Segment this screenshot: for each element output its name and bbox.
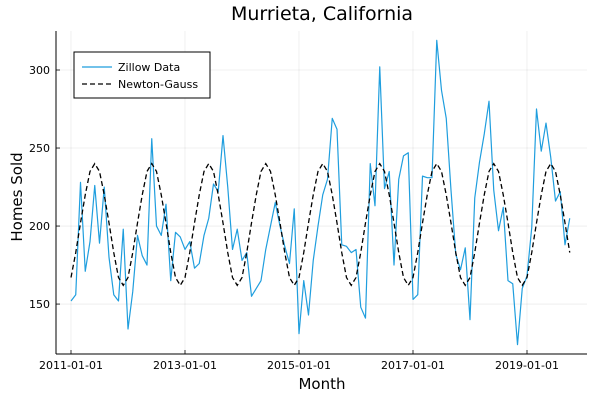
series-lines	[70, 39, 571, 346]
y-tick-label: 250	[29, 142, 50, 155]
y-tick-label: 150	[29, 298, 50, 311]
legend-label-newton: Newton-Gauss	[118, 78, 198, 91]
series-line-newton-gauss	[70, 162, 571, 287]
legend-box	[73, 51, 211, 99]
axes	[55, 31, 587, 355]
x-tick-label: 2017-01-01	[381, 359, 445, 372]
series-line-zillow-data	[70, 39, 571, 346]
y-tick-label: 300	[29, 64, 50, 77]
y-axis-label: Homes Sold	[8, 152, 26, 241]
y-axis-ticks: 150 200 250 300	[29, 64, 60, 311]
y-tick-label: 200	[29, 220, 50, 233]
x-axis-ticks: 2011-01-01 2013-01-01 2015-01-01 2017-01-01…	[39, 350, 559, 372]
legend-label-zillow: Zillow Data	[118, 61, 180, 74]
x-tick-label: 2011-01-01	[39, 359, 103, 372]
chart-title: Murrieta, California	[231, 3, 413, 25]
legend: Zillow Data Newton-Gauss	[73, 51, 211, 99]
x-axis-label: Month	[298, 375, 345, 393]
x-tick-label: 2013-01-01	[153, 359, 217, 372]
x-tick-label: 2015-01-01	[267, 359, 331, 372]
x-tick-label: 2019-01-01	[495, 359, 559, 372]
